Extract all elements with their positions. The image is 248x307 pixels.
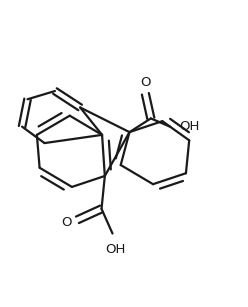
Text: OH: OH: [179, 120, 199, 133]
Text: O: O: [62, 216, 72, 229]
Text: O: O: [140, 76, 151, 89]
Text: OH: OH: [105, 243, 125, 255]
